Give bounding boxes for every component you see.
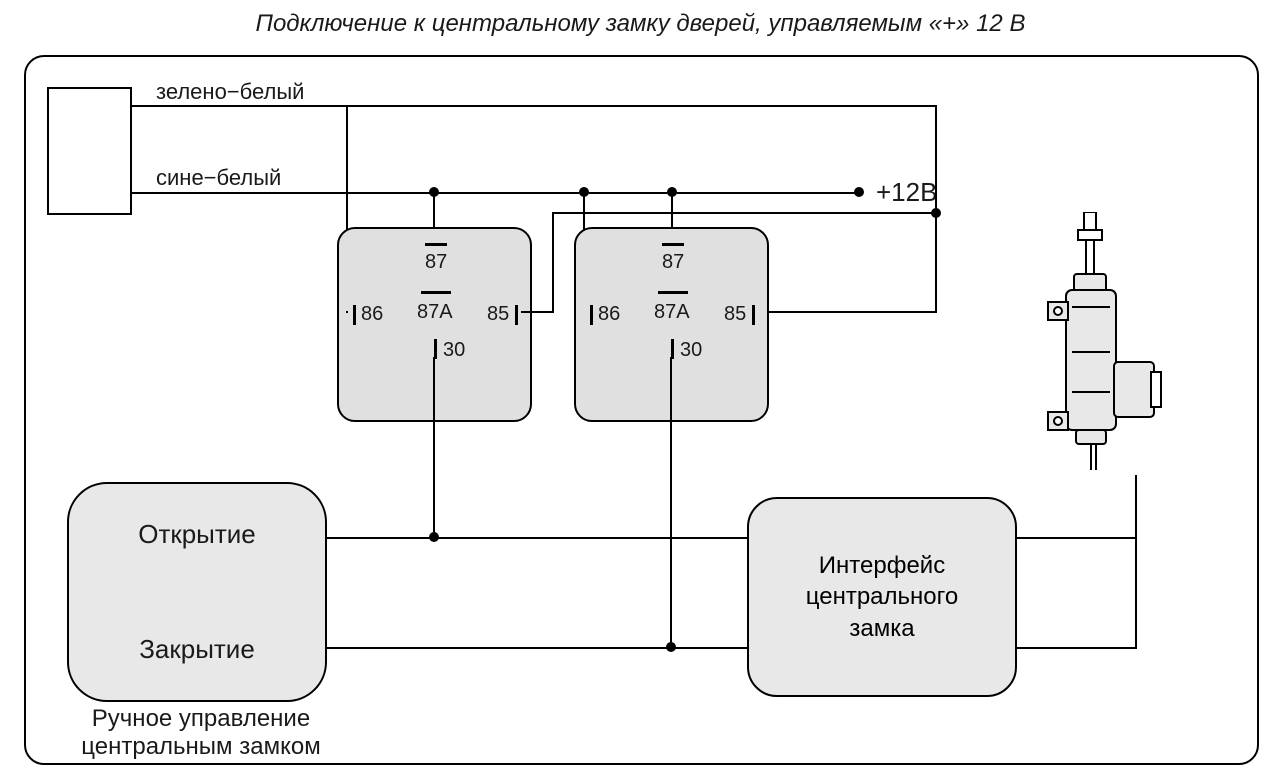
manual-caption-line1: Ручное управление [92, 705, 310, 732]
interface-to-act-top [1017, 537, 1137, 539]
node-12v-relay2 [667, 187, 677, 197]
manual-close-label: Закрытие [69, 634, 325, 665]
lock-actuator-icon [1036, 212, 1176, 497]
wire-2-h [132, 192, 859, 194]
relay1-pin-30: 30 [443, 339, 465, 362]
interface-to-act-bot [1017, 647, 1137, 649]
connector-block [47, 87, 132, 215]
relay1-86-in [346, 311, 348, 313]
interface-line1: Интерфейс [819, 552, 945, 579]
manual-caption-line2: центральным замком [81, 733, 320, 760]
relay1-30-down [433, 357, 435, 537]
relay2-pin-87: 87 [662, 251, 684, 274]
act-v-bot [1135, 475, 1137, 649]
diagram-title: Подключение к центральному замку дверей,… [0, 10, 1281, 38]
relay1-85-up [552, 212, 554, 313]
wire-2-label: сине−белый [156, 165, 281, 191]
relay2-pin-87a: 87A [654, 301, 690, 324]
relay2-pin-85: 85 [724, 303, 746, 326]
manual-control-block: Открытие Закрытие [67, 482, 327, 702]
interface-line2: центрального [806, 583, 958, 610]
relay2-pin-30: 30 [680, 339, 702, 362]
wire-1-label: зелено−белый [156, 79, 304, 105]
relay1-85-top [552, 212, 937, 214]
relay1-pin-85: 85 [487, 303, 509, 326]
manual-caption: Ручное управление центральным замком [56, 705, 346, 761]
node-12v [854, 187, 864, 197]
wire-1-h [132, 105, 937, 107]
relay1-pin-87: 87 [425, 251, 447, 274]
close-line [327, 647, 747, 649]
diagram-frame: зелено−белый сине−белый +12В 87 86 87A 8… [24, 55, 1259, 765]
relay2-30-down [670, 357, 672, 649]
relay1-pin-86: 86 [361, 303, 383, 326]
manual-open-label: Открытие [69, 519, 325, 550]
h-relay2-85-to-bus [760, 311, 937, 313]
voltage-label: +12В [876, 177, 937, 208]
interface-line3: замка [849, 615, 914, 642]
node-open-relay1 [429, 532, 439, 542]
interface-block: Интерфейс центрального замка [747, 497, 1017, 697]
node-85-bus [931, 208, 941, 218]
relay1-85-out [521, 311, 554, 313]
node-12v-relay1 [429, 187, 439, 197]
node-close-relay2 [666, 642, 676, 652]
open-line [327, 537, 747, 539]
relay1-pin-87a: 87A [417, 301, 453, 324]
relay2-pin-86: 86 [598, 303, 620, 326]
